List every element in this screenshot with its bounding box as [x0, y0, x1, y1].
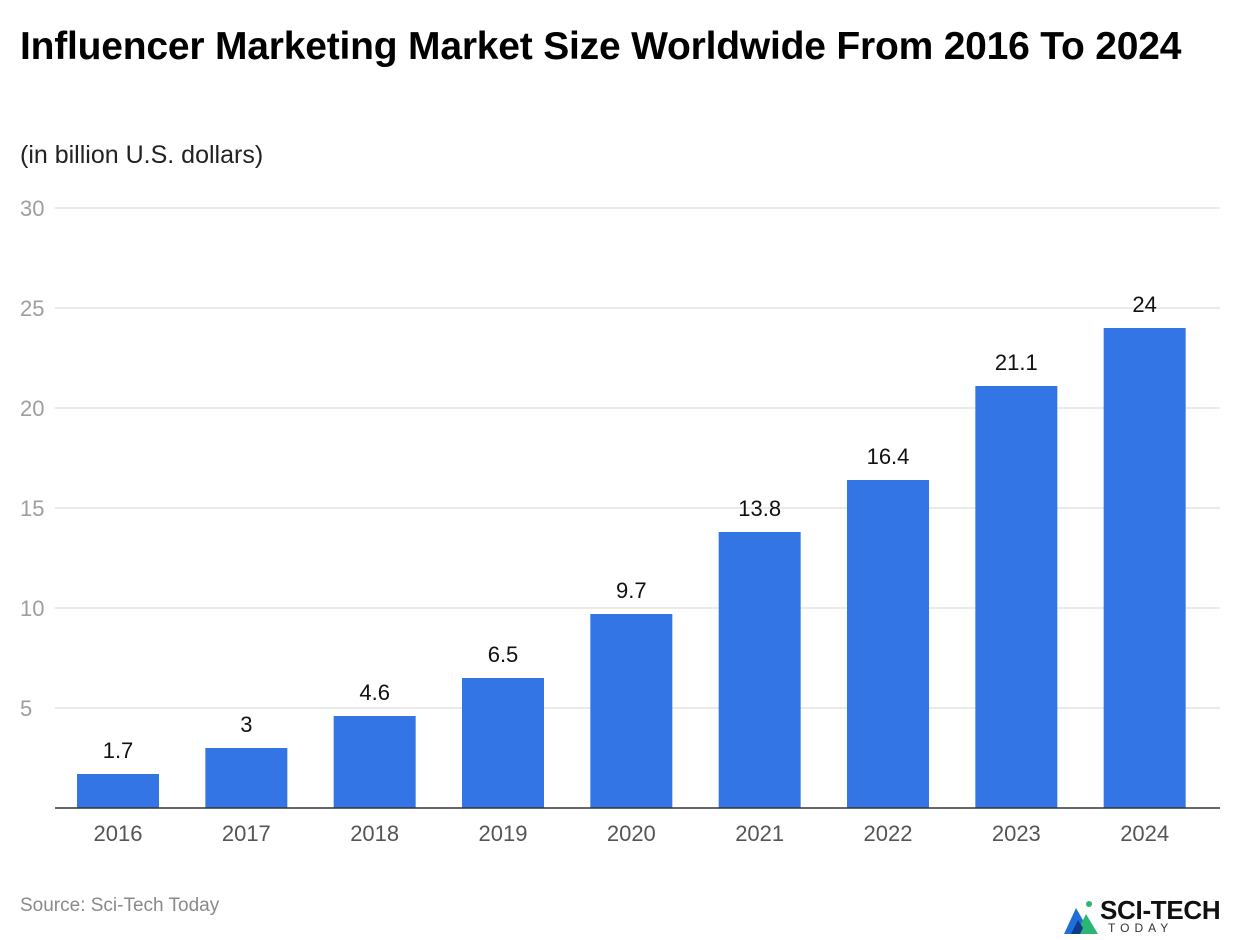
logo-main-text: SCI-TECH [1100, 895, 1221, 925]
x-tick-label-2019: 2019 [479, 821, 528, 846]
sci-tech-logo: SCI-TECH TODAY [1062, 894, 1238, 938]
y-tick-label: 15 [20, 496, 44, 521]
y-tick-label: 10 [20, 596, 44, 621]
y-tick-label: 25 [20, 296, 44, 321]
x-tick-label-2016: 2016 [94, 821, 143, 846]
bar-2023 [975, 386, 1058, 808]
bar-2021 [718, 532, 801, 808]
y-axis-ticks: 5 10 15 20 25 30 [20, 196, 44, 721]
y-tick-label: 20 [20, 396, 44, 421]
bar-2020 [590, 614, 673, 808]
data-label-2023: 21.1 [995, 350, 1038, 375]
logo-mountain-icon [1064, 901, 1098, 934]
chart-title: Influencer Marketing Market Size Worldwi… [20, 25, 1182, 68]
logo-sub-text: TODAY [1108, 921, 1174, 935]
x-tick-label-2024: 2024 [1120, 821, 1169, 846]
bars [77, 328, 1186, 808]
data-label-2021: 13.8 [738, 496, 781, 521]
x-axis-ticks: 2016 2017 2018 2019 2020 2021 2022 2023 2024 [94, 821, 1170, 846]
data-label-2018: 4.6 [359, 680, 390, 705]
x-tick-label-2023: 2023 [992, 821, 1041, 846]
data-label-2016: 1.7 [103, 738, 134, 763]
source-note: Source: Sci-Tech Today [20, 895, 220, 916]
x-tick-label-2020: 2020 [607, 821, 656, 846]
data-label-2022: 16.4 [867, 444, 910, 469]
x-tick-label-2017: 2017 [222, 821, 271, 846]
bar-2019 [462, 678, 544, 808]
x-tick-label-2018: 2018 [350, 821, 399, 846]
y-tick-label: 30 [20, 196, 44, 221]
bar-2018 [333, 716, 416, 808]
data-labels: 1.7 3 4.6 6.5 9.7 13.8 16.4 21.1 24 [103, 292, 1157, 763]
data-label-2017: 3 [240, 712, 252, 737]
chart-subtitle: (in billion U.S. dollars) [20, 141, 264, 169]
x-tick-label-2022: 2022 [864, 821, 913, 846]
data-label-2020: 9.7 [616, 578, 647, 603]
bar-2024 [1103, 328, 1186, 808]
data-label-2019: 6.5 [488, 642, 519, 667]
bar-2022 [847, 480, 929, 808]
y-tick-label: 5 [20, 696, 32, 721]
bar-2016 [77, 774, 159, 808]
x-tick-label-2021: 2021 [735, 821, 784, 846]
data-label-2024: 24 [1132, 292, 1156, 317]
bar-2017 [205, 748, 288, 808]
